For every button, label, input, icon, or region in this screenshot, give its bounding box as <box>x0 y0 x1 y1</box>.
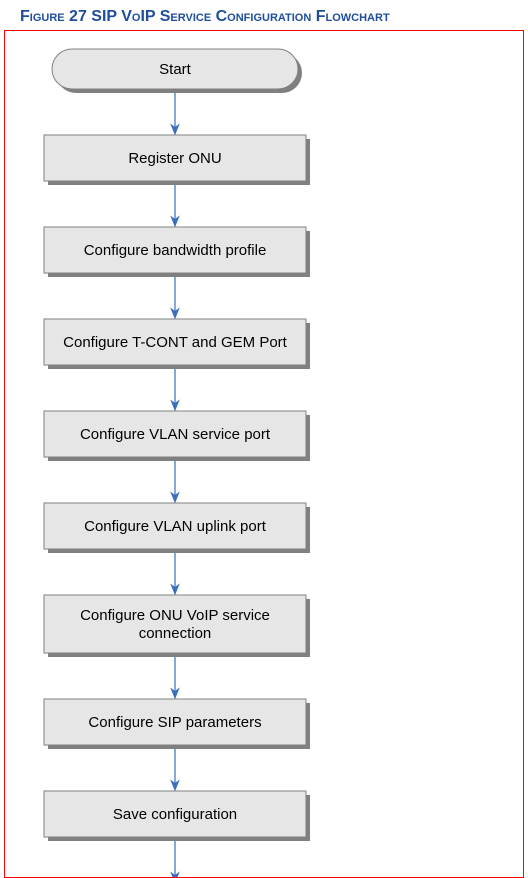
svg-text:Configure VLAN service port: Configure VLAN service port <box>80 426 271 443</box>
figure-caption: Figure 27 SIP VoIP Service Configuration… <box>0 0 528 30</box>
svg-text:Configure bandwidth profile: Configure bandwidth profile <box>84 242 267 259</box>
flowchart-svg: Start Register ONU Configure bandwidth pro… <box>5 31 523 877</box>
svg-text:Configure T-CONT and GEM Port: Configure T-CONT and GEM Port <box>63 334 288 351</box>
svg-text:Save configuration: Save configuration <box>113 806 237 823</box>
svg-text:Configure VLAN uplink port: Configure VLAN uplink port <box>84 518 267 535</box>
svg-text:Start: Start <box>159 61 192 78</box>
svg-text:Configure SIP parameters: Configure SIP parameters <box>88 714 261 731</box>
flowchart-frame: Start Register ONU Configure bandwidth pro… <box>4 30 524 878</box>
svg-text:Configure ONU VoIP service: Configure ONU VoIP service <box>80 607 270 624</box>
svg-text:Register ONU: Register ONU <box>128 150 221 167</box>
svg-text:connection: connection <box>139 625 212 642</box>
